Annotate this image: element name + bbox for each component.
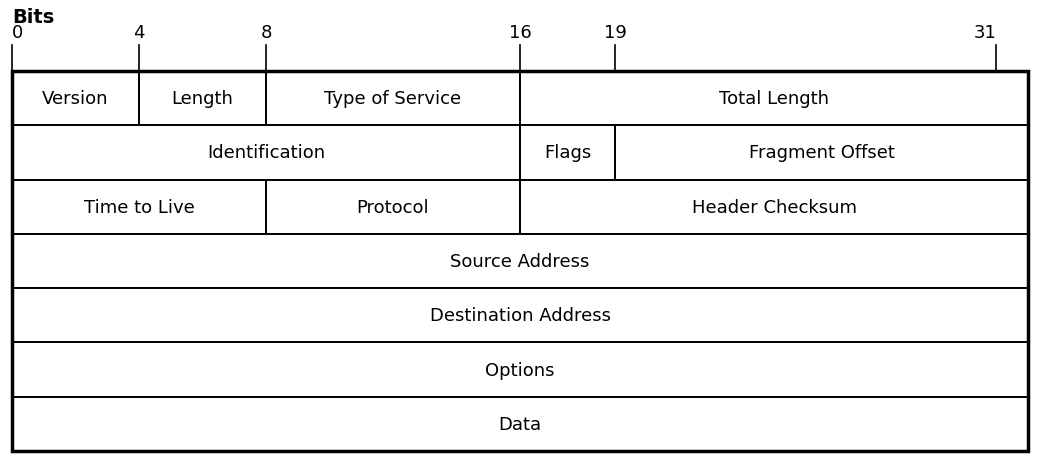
FancyBboxPatch shape bbox=[12, 126, 520, 180]
Text: Bits: Bits bbox=[12, 8, 54, 27]
Text: Source Address: Source Address bbox=[451, 252, 589, 270]
FancyBboxPatch shape bbox=[139, 72, 266, 126]
FancyBboxPatch shape bbox=[520, 126, 615, 180]
Text: Length: Length bbox=[172, 90, 233, 108]
Text: Fragment Offset: Fragment Offset bbox=[748, 144, 894, 162]
FancyBboxPatch shape bbox=[615, 126, 1029, 180]
Text: Options: Options bbox=[485, 361, 555, 379]
FancyBboxPatch shape bbox=[12, 397, 1029, 451]
Text: Flags: Flags bbox=[544, 144, 591, 162]
Text: 16: 16 bbox=[509, 24, 531, 42]
Text: Type of Service: Type of Service bbox=[325, 90, 461, 108]
Text: Destination Address: Destination Address bbox=[430, 307, 610, 325]
Text: Protocol: Protocol bbox=[357, 198, 429, 216]
Text: Version: Version bbox=[43, 90, 108, 108]
FancyBboxPatch shape bbox=[520, 180, 1029, 234]
FancyBboxPatch shape bbox=[12, 343, 1029, 397]
Text: 0: 0 bbox=[12, 24, 23, 42]
Text: 31: 31 bbox=[973, 24, 996, 42]
Text: Total Length: Total Length bbox=[719, 90, 829, 108]
FancyBboxPatch shape bbox=[12, 288, 1029, 343]
FancyBboxPatch shape bbox=[520, 72, 1029, 126]
FancyBboxPatch shape bbox=[266, 72, 520, 126]
FancyBboxPatch shape bbox=[12, 180, 266, 234]
Text: 4: 4 bbox=[133, 24, 145, 42]
FancyBboxPatch shape bbox=[12, 234, 1029, 288]
Text: Time to Live: Time to Live bbox=[83, 198, 195, 216]
Text: 8: 8 bbox=[260, 24, 272, 42]
FancyBboxPatch shape bbox=[12, 72, 139, 126]
Text: Header Checksum: Header Checksum bbox=[691, 198, 857, 216]
Text: Data: Data bbox=[499, 415, 541, 433]
Text: 19: 19 bbox=[604, 24, 627, 42]
Text: Identification: Identification bbox=[207, 144, 325, 162]
FancyBboxPatch shape bbox=[266, 180, 520, 234]
